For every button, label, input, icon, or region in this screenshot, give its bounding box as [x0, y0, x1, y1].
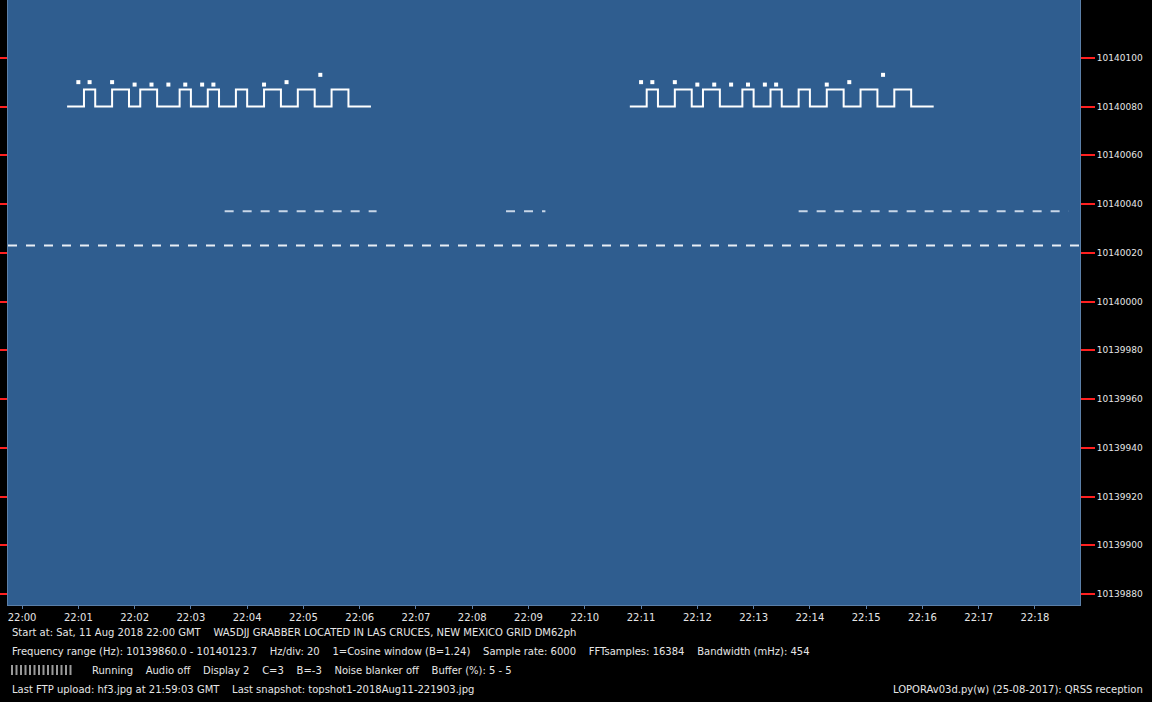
svg-text:22:18: 22:18 — [1021, 612, 1050, 623]
svg-text:10139880: 10139880 — [1097, 589, 1143, 599]
svg-text:Running Audio off Displa: Running Audio off Display 2 C=3 B=-3 Noi… — [92, 665, 512, 676]
svg-text:Last FTP upload: hf3.jpg at 21: Last FTP upload: hf3.jpg at 21:59:03 GMT… — [12, 684, 474, 695]
svg-text:10140100: 10140100 — [1097, 53, 1143, 63]
svg-text:10140000: 10140000 — [1097, 297, 1143, 307]
svg-text:Start at: Sat, 11 Aug 2018 22:: Start at: Sat, 11 Aug 2018 22:00 GMT WA5… — [12, 627, 576, 638]
svg-text:22:12: 22:12 — [683, 612, 712, 623]
svg-text:10140080: 10140080 — [1097, 102, 1143, 112]
svg-text:22:16: 22:16 — [908, 612, 937, 623]
svg-text:22:06: 22:06 — [345, 612, 374, 623]
svg-text:22:14: 22:14 — [795, 612, 824, 623]
svg-text:22:02: 22:02 — [120, 612, 149, 623]
svg-text:22:01: 22:01 — [64, 612, 93, 623]
svg-text:10139980: 10139980 — [1097, 345, 1143, 355]
svg-text:22:10: 22:10 — [570, 612, 599, 623]
svg-text:22:15: 22:15 — [852, 612, 881, 623]
svg-text:10139960: 10139960 — [1097, 394, 1143, 404]
svg-text:22:17: 22:17 — [964, 612, 993, 623]
svg-text:22:11: 22:11 — [627, 612, 656, 623]
svg-text:10140060: 10140060 — [1097, 150, 1143, 160]
svg-text:22:13: 22:13 — [739, 612, 768, 623]
svg-text:22:05: 22:05 — [289, 612, 318, 623]
svg-text:10139940: 10139940 — [1097, 443, 1143, 453]
svg-text:22:03: 22:03 — [176, 612, 205, 623]
svg-text:10140040: 10140040 — [1097, 199, 1143, 209]
svg-text:10139920: 10139920 — [1097, 492, 1143, 502]
svg-text:22:00: 22:00 — [8, 612, 37, 623]
svg-text:10139900: 10139900 — [1097, 540, 1143, 550]
svg-text:Frequency range (Hz): 10139860: Frequency range (Hz): 10139860.0 - 10140… — [12, 646, 810, 657]
svg-text:22:04: 22:04 — [233, 612, 262, 623]
svg-text:10140020: 10140020 — [1097, 248, 1143, 258]
svg-text:22:09: 22:09 — [514, 612, 543, 623]
svg-text:22:08: 22:08 — [458, 612, 487, 623]
svg-text:LOPORAv03d.py(w) (25-08-2017):: LOPORAv03d.py(w) (25-08-2017): QRSS rece… — [893, 684, 1143, 695]
svg-text:22:07: 22:07 — [402, 612, 431, 623]
